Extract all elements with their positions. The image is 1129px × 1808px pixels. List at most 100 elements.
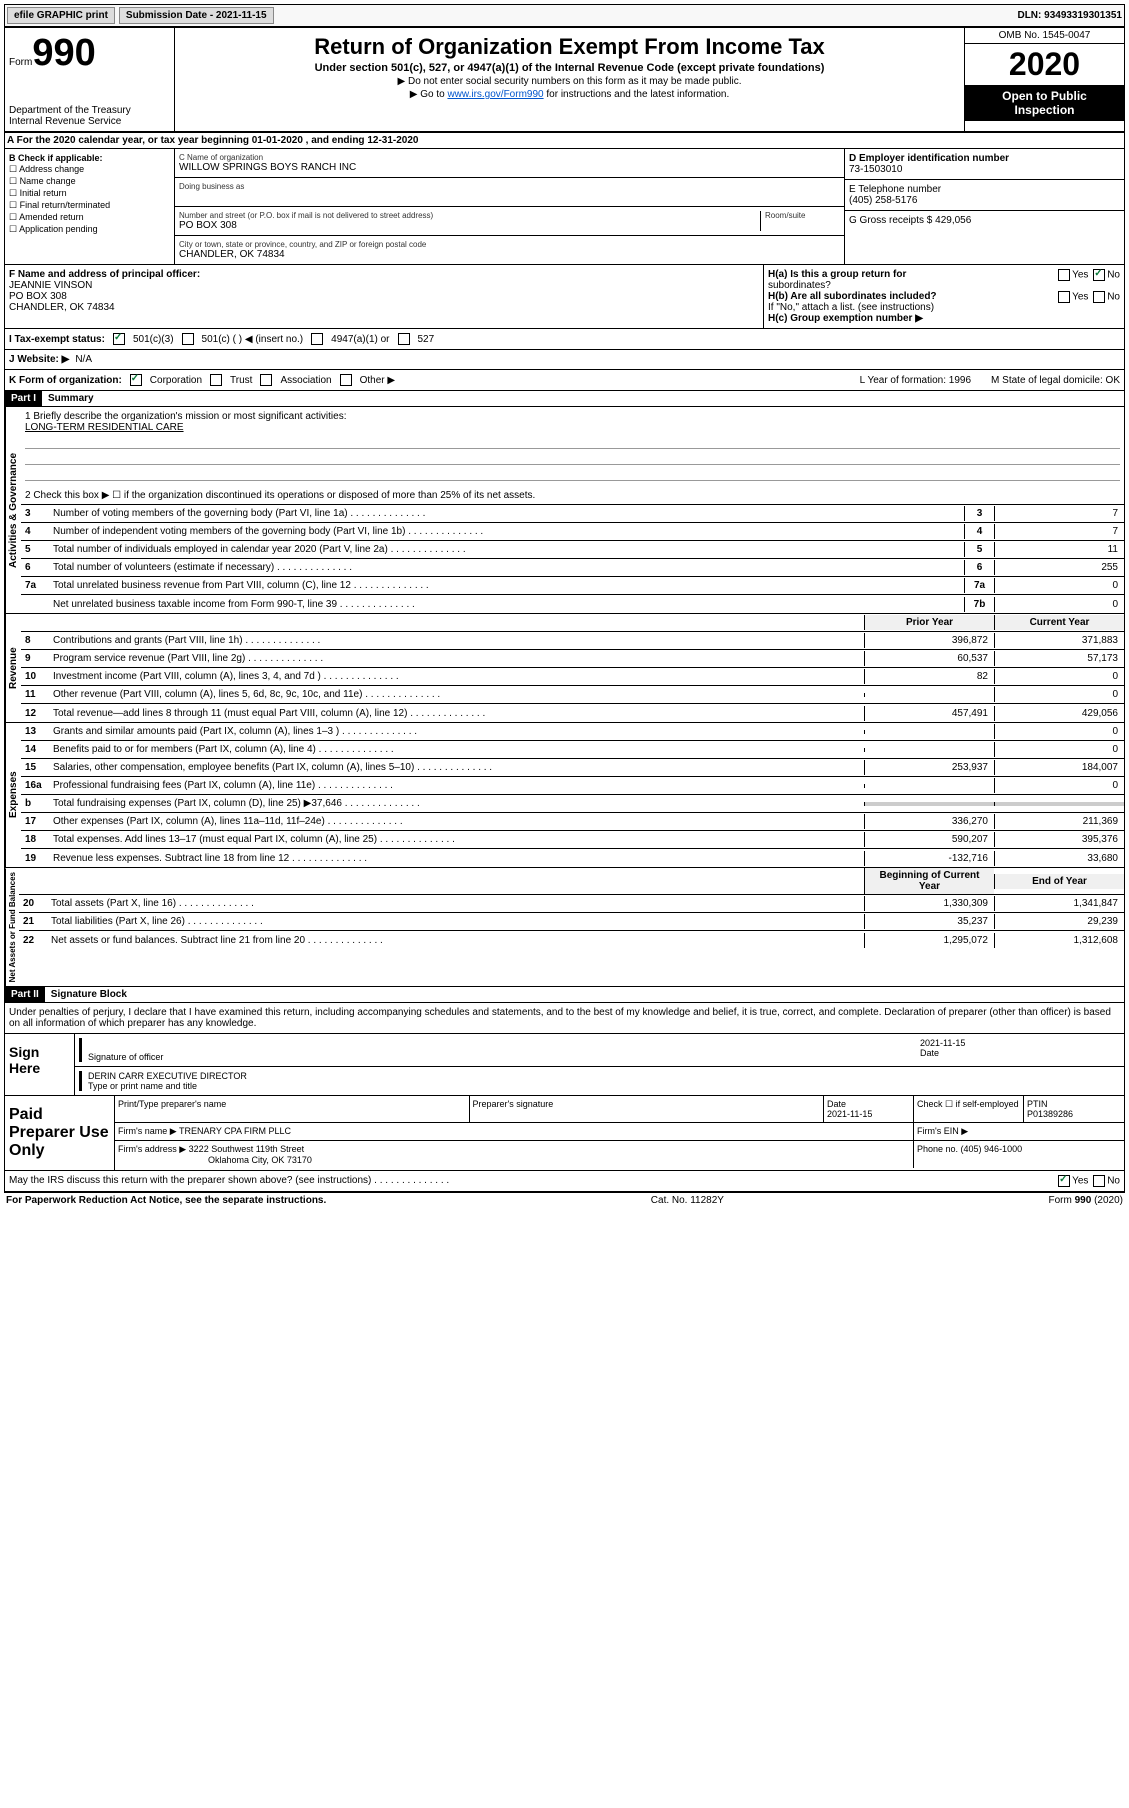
- section-expenses: Expenses 13Grants and similar amounts pa…: [4, 723, 1125, 868]
- h-b: H(b) Are all subordinates included? Yes …: [768, 291, 1120, 302]
- hb-no[interactable]: [1093, 291, 1105, 303]
- cb-4947[interactable]: [311, 333, 323, 345]
- topbar: efile GRAPHIC print Submission Date - 20…: [4, 4, 1125, 27]
- cb-527[interactable]: [398, 333, 410, 345]
- summary-line: Net unrelated business taxable income fr…: [21, 595, 1124, 613]
- dba-label: Doing business as: [179, 182, 840, 191]
- cb-other[interactable]: [340, 374, 352, 386]
- summary-line: 11Other revenue (Part VIII, column (A), …: [21, 686, 1124, 704]
- tax-year: 2020: [965, 44, 1124, 85]
- cb-address-change[interactable]: ☐ Address change: [9, 164, 170, 175]
- row-j-website: J Website: ▶ N/A: [4, 350, 1125, 370]
- summary-line: 22Net assets or fund balances. Subtract …: [19, 931, 1124, 949]
- summary-line: bTotal fundraising expenses (Part IX, co…: [21, 795, 1124, 813]
- telephone: (405) 258-5176: [849, 195, 1120, 206]
- mission-block: 1 Briefly describe the organization's mi…: [21, 407, 1124, 487]
- summary-line: 21Total liabilities (Part X, line 26)35,…: [19, 913, 1124, 931]
- summary-line: 3Number of voting members of the governi…: [21, 505, 1124, 523]
- cb-amended[interactable]: ☐ Amended return: [9, 212, 170, 223]
- efile-button[interactable]: efile GRAPHIC print: [7, 7, 115, 24]
- form-prefix: Form: [9, 57, 32, 68]
- form990-link[interactable]: www.irs.gov/Form990: [447, 89, 543, 100]
- row-i-tax-status: I Tax-exempt status: 501(c)(3) 501(c) ( …: [4, 329, 1125, 350]
- gross-receipts: G Gross receipts $ 429,056: [849, 215, 1120, 226]
- form-version: Form 990 (2020): [1049, 1195, 1123, 1206]
- mission-text: LONG-TERM RESIDENTIAL CARE: [25, 422, 1120, 433]
- box-c: C Name of organizationWILLOW SPRINGS BOY…: [175, 149, 844, 264]
- cb-name-change[interactable]: ☐ Name change: [9, 176, 170, 187]
- summary-line: 15Salaries, other compensation, employee…: [21, 759, 1124, 777]
- firm-name: TRENARY CPA FIRM PLLC: [179, 1126, 291, 1136]
- paid-preparer-block: Paid Preparer Use Only Print/Type prepar…: [4, 1096, 1125, 1171]
- h-c: H(c) Group exemption number ▶: [768, 313, 1120, 324]
- h-note: If "No," attach a list. (see instruction…: [768, 302, 1120, 313]
- state-domicile: M State of legal domicile: OK: [991, 375, 1120, 386]
- cb-501c3[interactable]: [113, 333, 125, 345]
- part-i-header: Part ISummary: [4, 391, 1125, 407]
- irs-label: Internal Revenue Service: [9, 116, 170, 127]
- summary-line: 20Total assets (Part X, line 16)1,330,30…: [19, 895, 1124, 913]
- cb-501c[interactable]: [182, 333, 194, 345]
- ha-no[interactable]: [1093, 269, 1105, 281]
- section-net-assets: Net Assets or Fund Balances Beginning of…: [4, 868, 1125, 987]
- cb-trust[interactable]: [210, 374, 222, 386]
- form-number: 990: [32, 32, 95, 74]
- summary-line: 18Total expenses. Add lines 13–17 (must …: [21, 831, 1124, 849]
- row-f-h: F Name and address of principal officer:…: [4, 265, 1125, 329]
- org-city: CHANDLER, OK 74834: [179, 249, 840, 260]
- discuss-no[interactable]: [1093, 1175, 1105, 1187]
- summary-line: 4Number of independent voting members of…: [21, 523, 1124, 541]
- sign-here-block: Sign Here Signature of officer2021-11-15…: [4, 1034, 1125, 1096]
- officer-name: JEANNIE VINSON: [9, 280, 759, 291]
- irs-discuss-row: May the IRS discuss this return with the…: [4, 1171, 1125, 1192]
- omb-number: OMB No. 1545-0047: [965, 28, 1124, 44]
- box-d-e-g: D Employer identification number73-15030…: [844, 149, 1124, 264]
- officer-signed-name: DERIN CARR EXECUTIVE DIRECTOR: [88, 1071, 1120, 1081]
- summary-line: 9Program service revenue (Part VIII, lin…: [21, 650, 1124, 668]
- row-k-org-form: K Form of organization: Corporation Trus…: [4, 370, 1125, 391]
- part-ii-header: Part IISignature Block: [4, 987, 1125, 1003]
- summary-line: 14Benefits paid to or for members (Part …: [21, 741, 1124, 759]
- summary-line: 17Other expenses (Part IX, column (A), l…: [21, 813, 1124, 831]
- summary-line: 7aTotal unrelated business revenue from …: [21, 577, 1124, 595]
- org-name: WILLOW SPRINGS BOYS RANCH INC: [179, 162, 840, 173]
- perjury-declaration: Under penalties of perjury, I declare th…: [4, 1003, 1125, 1034]
- summary-line: 13Grants and similar amounts paid (Part …: [21, 723, 1124, 741]
- cb-assoc[interactable]: [260, 374, 272, 386]
- summary-line: 8Contributions and grants (Part VIII, li…: [21, 632, 1124, 650]
- year-formation: L Year of formation: 1996: [860, 375, 971, 386]
- org-address: PO BOX 308: [179, 220, 760, 231]
- cb-initial-return[interactable]: ☐ Initial return: [9, 188, 170, 199]
- form-header: Form990 Department of the Treasury Inter…: [4, 27, 1125, 132]
- form-note-2: ▶ Go to www.irs.gov/Form990 for instruct…: [181, 89, 958, 100]
- discuss-yes[interactable]: [1058, 1175, 1070, 1187]
- identity-grid: B Check if applicable: ☐ Address change …: [4, 149, 1125, 265]
- summary-line: 19Revenue less expenses. Subtract line 1…: [21, 849, 1124, 867]
- hb-yes[interactable]: [1058, 291, 1070, 303]
- row-a-tax-year: A For the 2020 calendar year, or tax yea…: [4, 132, 1125, 149]
- summary-line: 6Total number of volunteers (estimate if…: [21, 559, 1124, 577]
- dept-label: Department of the Treasury: [9, 105, 170, 116]
- section-activities-governance: Activities & Governance 1 Briefly descri…: [4, 407, 1125, 614]
- cb-pending[interactable]: ☐ Application pending: [9, 224, 170, 235]
- section-revenue: Revenue Prior YearCurrent Year 8Contribu…: [4, 614, 1125, 723]
- summary-line: 12Total revenue—add lines 8 through 11 (…: [21, 704, 1124, 722]
- ha-yes[interactable]: [1058, 269, 1070, 281]
- box-b: B Check if applicable: ☐ Address change …: [5, 149, 175, 264]
- summary-line: 5Total number of individuals employed in…: [21, 541, 1124, 559]
- summary-line: 16aProfessional fundraising fees (Part I…: [21, 777, 1124, 795]
- ptin: P01389286: [1027, 1109, 1073, 1119]
- dln-label: DLN: 93493319301351: [1017, 10, 1122, 21]
- summary-line: 10Investment income (Part VIII, column (…: [21, 668, 1124, 686]
- form-note-1: ▶ Do not enter social security numbers o…: [181, 76, 958, 87]
- cb-final-return[interactable]: ☐ Final return/terminated: [9, 200, 170, 211]
- prep-phone: Phone no. (405) 946-1000: [914, 1141, 1124, 1168]
- form-subtitle: Under section 501(c), 527, or 4947(a)(1)…: [181, 62, 958, 74]
- cb-corp[interactable]: [130, 374, 142, 386]
- ein: 73-1503010: [849, 164, 1120, 175]
- submission-date-button[interactable]: Submission Date - 2021-11-15: [119, 7, 274, 24]
- h-a: H(a) Is this a group return for Yes Nosu…: [768, 269, 1120, 291]
- open-to-public: Open to PublicInspection: [965, 85, 1124, 121]
- page-footer: For Paperwork Reduction Act Notice, see …: [4, 1192, 1125, 1208]
- form-title: Return of Organization Exempt From Incom…: [181, 34, 958, 60]
